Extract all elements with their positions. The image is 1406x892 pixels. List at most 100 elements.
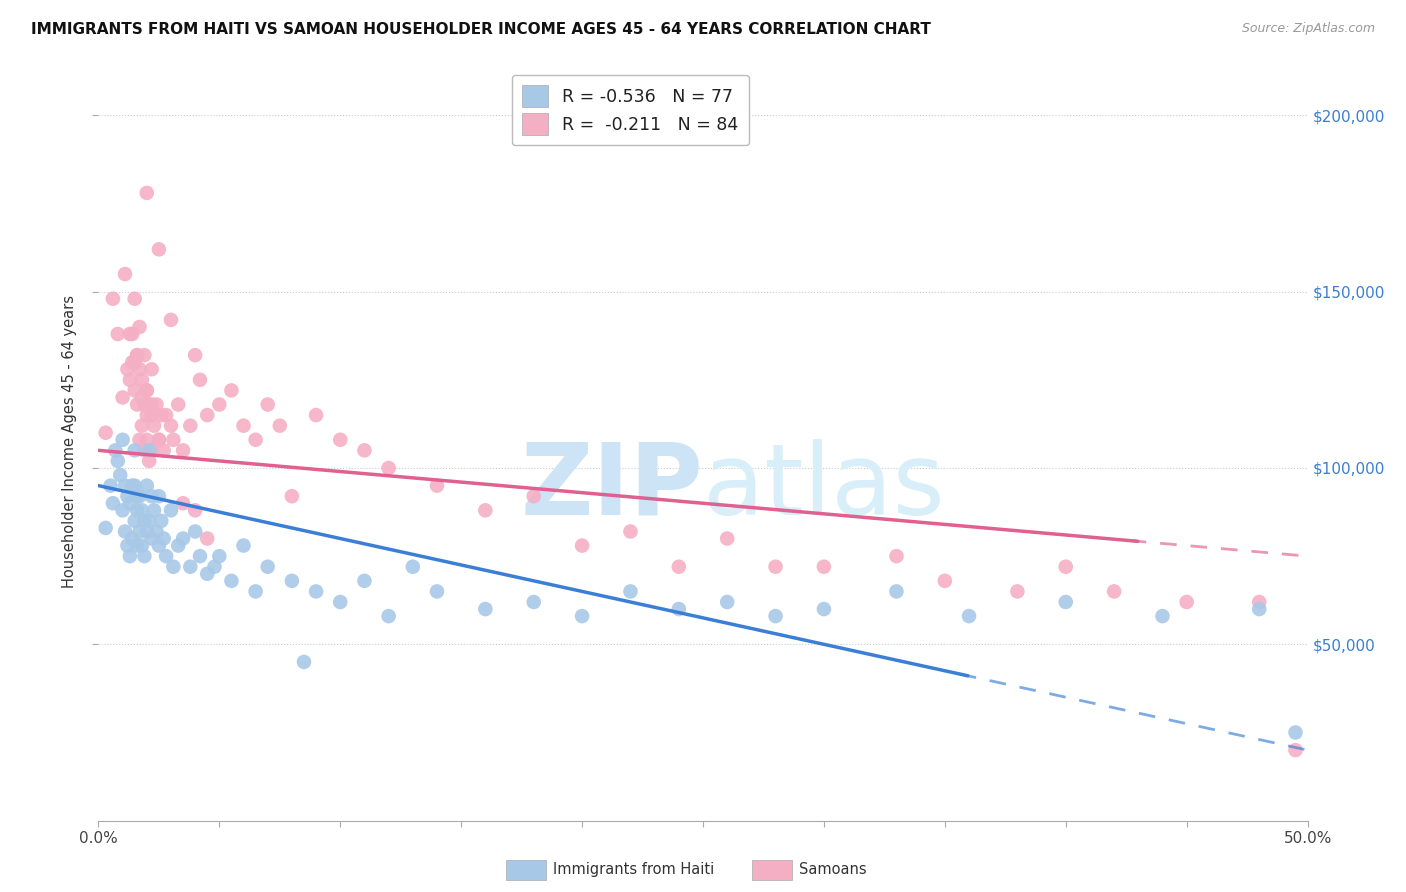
Text: Immigrants from Haiti: Immigrants from Haiti bbox=[553, 863, 714, 877]
Point bbox=[124, 384, 146, 398]
Point bbox=[121, 326, 143, 341]
Point bbox=[155, 549, 177, 563]
Point bbox=[195, 532, 218, 546]
Point bbox=[124, 478, 146, 492]
Point bbox=[765, 609, 787, 624]
Point bbox=[426, 478, 449, 492]
Point bbox=[571, 609, 593, 624]
Point bbox=[118, 326, 141, 341]
Point bbox=[131, 391, 153, 405]
Point bbox=[143, 418, 166, 433]
Point bbox=[138, 514, 160, 528]
Point bbox=[188, 549, 211, 563]
Point bbox=[162, 559, 184, 574]
Point bbox=[1054, 595, 1077, 609]
Point bbox=[100, 478, 122, 492]
Point bbox=[134, 549, 156, 563]
Point bbox=[134, 397, 156, 411]
Point bbox=[124, 355, 146, 369]
Point bbox=[141, 443, 163, 458]
Point bbox=[128, 362, 150, 376]
Point bbox=[141, 362, 163, 376]
Point bbox=[474, 602, 496, 616]
Point bbox=[138, 397, 160, 411]
Point bbox=[195, 408, 218, 422]
Point bbox=[765, 559, 787, 574]
Point bbox=[121, 355, 143, 369]
Point bbox=[256, 559, 278, 574]
Point bbox=[135, 408, 157, 422]
Point bbox=[172, 496, 194, 510]
Point bbox=[128, 433, 150, 447]
Point bbox=[716, 595, 738, 609]
Point bbox=[135, 186, 157, 200]
Point bbox=[135, 478, 157, 492]
Point bbox=[114, 524, 136, 539]
Text: ZIP: ZIP bbox=[520, 439, 703, 535]
Point bbox=[377, 461, 399, 475]
Point bbox=[118, 496, 141, 510]
Point bbox=[668, 559, 690, 574]
Point bbox=[155, 408, 177, 422]
Point bbox=[127, 348, 149, 362]
Y-axis label: Householder Income Ages 45 - 64 years: Householder Income Ages 45 - 64 years bbox=[62, 295, 77, 588]
Point bbox=[121, 532, 143, 546]
Point bbox=[135, 384, 157, 398]
Point bbox=[134, 443, 156, 458]
Point bbox=[377, 609, 399, 624]
Point bbox=[148, 433, 170, 447]
Point bbox=[329, 595, 352, 609]
Point bbox=[148, 489, 170, 503]
Point bbox=[179, 559, 201, 574]
Point bbox=[127, 539, 149, 553]
Point bbox=[172, 443, 194, 458]
Point bbox=[160, 418, 183, 433]
Point bbox=[134, 348, 156, 362]
Text: Source: ZipAtlas.com: Source: ZipAtlas.com bbox=[1241, 22, 1375, 36]
Text: IMMIGRANTS FROM HAITI VS SAMOAN HOUSEHOLDER INCOME AGES 45 - 64 YEARS CORRELATIO: IMMIGRANTS FROM HAITI VS SAMOAN HOUSEHOL… bbox=[31, 22, 931, 37]
Point bbox=[619, 584, 641, 599]
Point bbox=[221, 384, 243, 398]
Point bbox=[131, 539, 153, 553]
Point bbox=[134, 514, 156, 528]
Point bbox=[131, 418, 153, 433]
Point bbox=[353, 443, 375, 458]
Point bbox=[474, 503, 496, 517]
Point bbox=[152, 443, 174, 458]
Point bbox=[143, 503, 166, 517]
Point bbox=[135, 524, 157, 539]
Point bbox=[886, 584, 908, 599]
Point bbox=[127, 503, 149, 517]
Point bbox=[716, 532, 738, 546]
Point bbox=[245, 433, 267, 447]
Text: atlas: atlas bbox=[703, 439, 945, 535]
Point bbox=[131, 503, 153, 517]
Point bbox=[141, 408, 163, 422]
Point bbox=[1007, 584, 1029, 599]
Point bbox=[128, 489, 150, 503]
Point bbox=[127, 489, 149, 503]
Point bbox=[150, 408, 173, 422]
Point bbox=[208, 549, 231, 563]
Point bbox=[124, 443, 146, 458]
Point bbox=[167, 539, 190, 553]
Point bbox=[167, 397, 190, 411]
Point bbox=[138, 443, 160, 458]
Point bbox=[668, 602, 690, 616]
Point bbox=[402, 559, 425, 574]
Point bbox=[121, 478, 143, 492]
Point bbox=[111, 433, 134, 447]
Point bbox=[117, 362, 139, 376]
Point bbox=[138, 454, 160, 468]
Point bbox=[111, 391, 134, 405]
Point bbox=[1175, 595, 1198, 609]
Point bbox=[353, 574, 375, 588]
Point bbox=[523, 489, 546, 503]
Point bbox=[101, 292, 124, 306]
Point bbox=[141, 489, 163, 503]
Point bbox=[188, 373, 211, 387]
Point bbox=[1249, 602, 1271, 616]
Point bbox=[145, 397, 167, 411]
Point bbox=[94, 521, 117, 535]
Point bbox=[1249, 595, 1271, 609]
